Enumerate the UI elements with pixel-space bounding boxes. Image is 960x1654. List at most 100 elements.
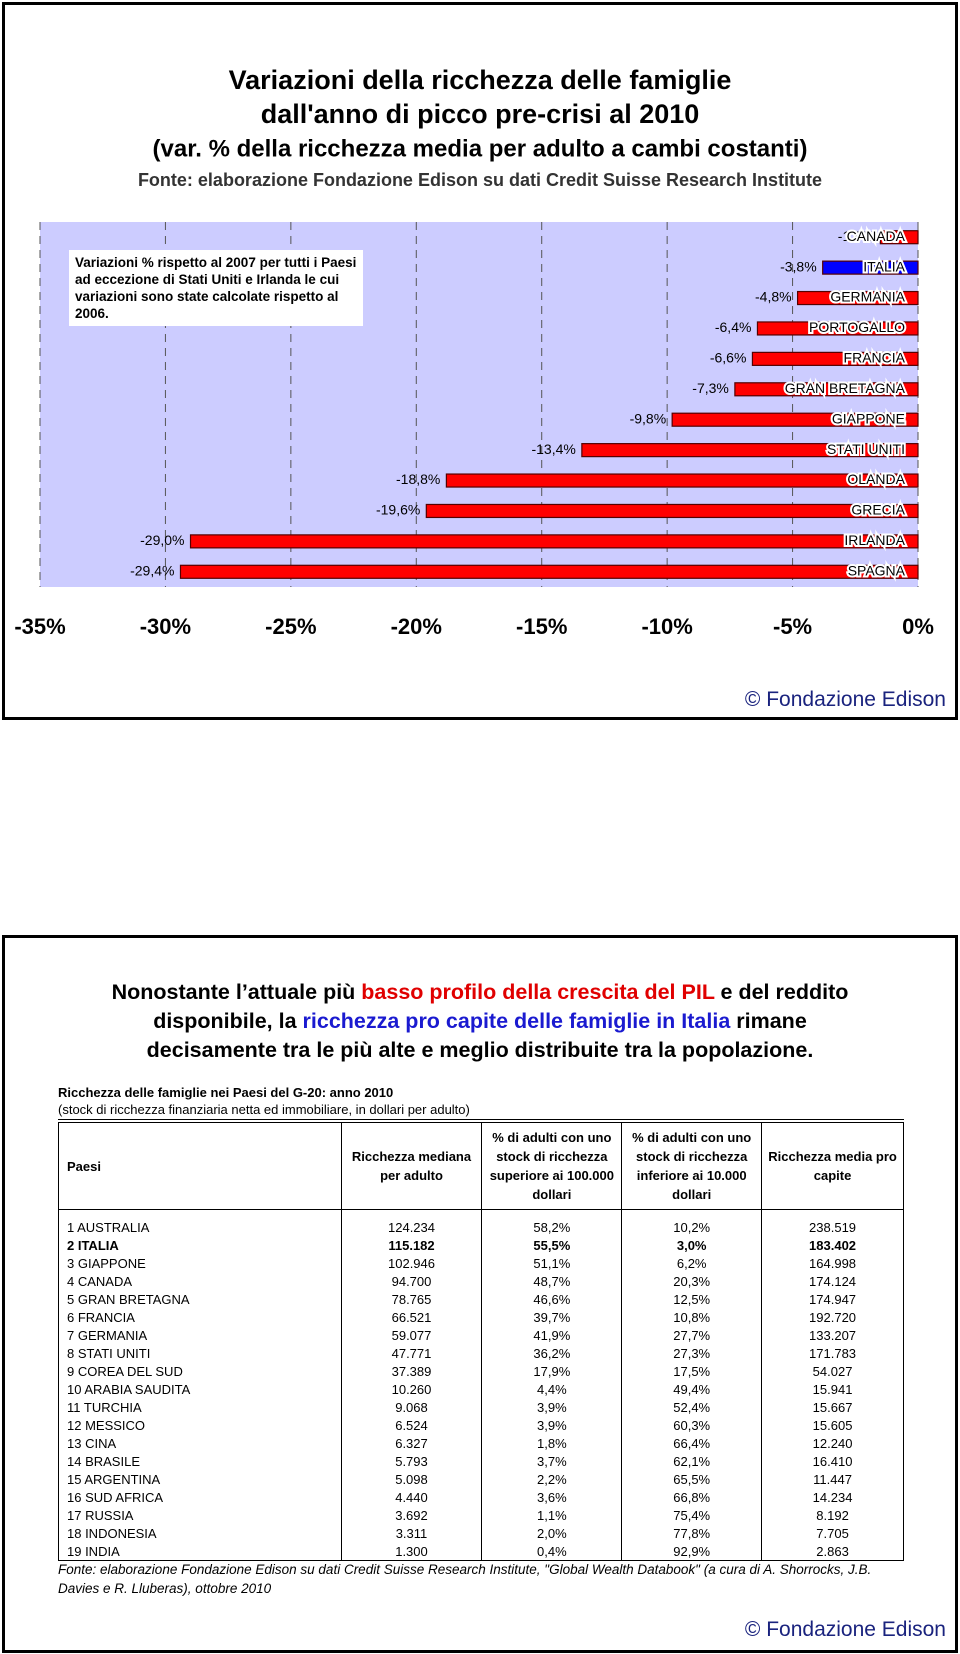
table-cell: 174.124 — [761, 1272, 904, 1290]
table-cell: 4,4% — [481, 1380, 622, 1398]
x-tick-label: -10% — [641, 614, 692, 639]
x-tick-label: -30% — [140, 614, 191, 639]
category-label: PORTOGALLO — [809, 319, 905, 335]
x-tick-label: -20% — [391, 614, 442, 639]
table-row: 11 TURCHIA 9.068 3,9% 52,4% 15.667 — [58, 1398, 904, 1416]
table-cell: 17,5% — [621, 1362, 762, 1380]
table-cell: 0,4% — [481, 1542, 622, 1561]
table-cell: 238.519 — [761, 1209, 904, 1236]
table-cell: 18 INDONESIA — [58, 1524, 342, 1542]
value-label: -29,0% — [140, 532, 184, 548]
bar — [445, 473, 919, 488]
category-label: GRAN BRETAGNA — [785, 380, 906, 396]
value-label: -1,5% — [838, 228, 875, 244]
chart-title: dall'anno di picco pre-crisi al 2010 — [261, 99, 700, 129]
x-tick-label: -15% — [516, 614, 567, 639]
table-cell: 16.410 — [761, 1452, 904, 1470]
table-cell: 1.300 — [340, 1542, 482, 1561]
table-row: 5 GRAN BRETAGNA 78.765 46,6% 12,5% 174.947 — [58, 1290, 904, 1308]
value-label: -18,8% — [396, 471, 440, 487]
table-cell: 1,8% — [481, 1434, 622, 1452]
bar — [734, 382, 919, 397]
table-row: 18 INDONESIA 3.311 2,0% 77,8% 7.705 — [58, 1524, 904, 1542]
table-row: 16 SUD AFRICA 4.440 3,6% 66,8% 14.234 — [58, 1488, 904, 1506]
heading-text: e del reddito — [714, 980, 849, 1004]
table-cell: 5 GRAN BRETAGNA — [58, 1290, 342, 1308]
table-cell: 52,4% — [621, 1398, 762, 1416]
chart-title: (var. % della ricchezza media per adulto… — [153, 135, 808, 162]
table-cell: 15.941 — [761, 1380, 904, 1398]
table-cell: 65,5% — [621, 1470, 762, 1488]
table-cell: 3,9% — [481, 1398, 622, 1416]
chart: Variazioni della ricchezza delle famigli… — [14, 65, 934, 639]
wealth-table: Paesi Ricchezza mediana per adulto% di ad… — [58, 1119, 904, 1561]
table-cell: 12,5% — [621, 1290, 762, 1308]
table-cell: 75,4% — [621, 1506, 762, 1524]
table-cell: 19 INDIA — [58, 1542, 342, 1561]
table-cell: 10.260 — [340, 1380, 482, 1398]
table-cell: 59.077 — [340, 1326, 482, 1344]
category-label: GIAPPONE — [832, 410, 905, 426]
table-cell: 5.793 — [340, 1452, 482, 1470]
table-cell: 66.521 — [340, 1308, 482, 1326]
heading-text: rimane — [730, 1009, 807, 1033]
table-row: 2 ITALIA 115.182 55,5% 3,0% 183.402 — [58, 1236, 904, 1254]
table-cell: 39,7% — [481, 1308, 622, 1326]
heading: Nonostante l’attuale più basso profilo d… — [0, 978, 960, 1065]
table-row: 9 COREA DEL SUD 37.389 17,9% 17,5% 54.027 — [58, 1362, 904, 1380]
table-row: 7 GERMANIA 59.077 41,9% 27,7% 133.207 — [58, 1326, 904, 1344]
bar — [879, 230, 919, 245]
table-cell: 78.765 — [340, 1290, 482, 1308]
table-subtitle: (stock di ricchezza finanziaria netta ed… — [58, 1102, 470, 1117]
table-row: 10 ARABIA SAUDITA 10.260 4,4% 49,4% 15.941 — [58, 1380, 904, 1398]
table-cell: 92,9% — [621, 1542, 762, 1561]
table-cell: 124.234 — [340, 1209, 482, 1236]
table-cell: 41,9% — [481, 1326, 622, 1344]
header-cell: Ricchezza mediana per adulto — [340, 1121, 482, 1210]
header-cell: % di adulti con uno stock di ricchezza i… — [621, 1121, 762, 1210]
table-cell: 3,7% — [481, 1452, 622, 1470]
bar — [425, 503, 919, 519]
bar — [671, 412, 919, 427]
table-row: 13 CINA 6.327 1,8% 66,4% 12.240 — [58, 1434, 904, 1452]
value-label: -6,4% — [715, 319, 752, 335]
table-cell: 14.234 — [761, 1488, 904, 1506]
table-cell: 47.771 — [340, 1344, 482, 1362]
table-cell: 94.700 — [340, 1272, 482, 1290]
table-row: 8 STATI UNITI 47.771 36,2% 27,3% 171.783 — [58, 1344, 904, 1362]
table-row: 15 ARGENTINA 5.098 2,2% 65,5% 11.447 — [58, 1470, 904, 1488]
category-label: IRLANDA — [844, 532, 905, 548]
table-cell: 77,8% — [621, 1524, 762, 1542]
table-cell: 15.605 — [761, 1416, 904, 1434]
table-cell: 3.311 — [340, 1524, 482, 1542]
table-cell: 6,2% — [621, 1254, 762, 1272]
table-cell: 174.947 — [761, 1290, 904, 1308]
x-tick-label: -5% — [773, 614, 812, 639]
value-label: -9,8% — [630, 410, 667, 426]
table-row: 14 BRASILE 5.793 3,7% 62,1% 16.410 — [58, 1452, 904, 1470]
table-cell: 60,3% — [621, 1416, 762, 1434]
table-row: 4 CANADA 94.700 48,7% 20,3% 174.124 — [58, 1272, 904, 1290]
table-cell: 164.998 — [761, 1254, 904, 1272]
table-cell: 13 CINA — [58, 1434, 342, 1452]
table-cell: 11 TURCHIA — [58, 1398, 342, 1416]
x-tick-label: -35% — [14, 614, 65, 639]
category-label: OLANDA — [847, 471, 905, 487]
table-row: 3 GIAPPONE 102.946 51,1% 6,2% 164.998 — [58, 1254, 904, 1272]
slide-1 — [2, 2, 958, 720]
category-label: FRANCIA — [844, 350, 906, 366]
table-cell: 8 STATI UNITI — [58, 1344, 342, 1362]
table-cell: 62,1% — [621, 1452, 762, 1470]
table-cell: 10 ARABIA SAUDITA — [58, 1380, 342, 1398]
table-cell: 9.068 — [340, 1398, 482, 1416]
value-label: -6,6% — [710, 350, 747, 366]
table-cell: 3,9% — [481, 1416, 622, 1434]
table-cell: 12.240 — [761, 1434, 904, 1452]
table-cell: 4.440 — [340, 1488, 482, 1506]
category-label: CANADA — [847, 228, 906, 244]
bar — [796, 290, 919, 306]
heading-text: Nonostante l’attuale più — [111, 980, 362, 1004]
chart-subtitle: Fonte: elaborazione Fondazione Edison su… — [138, 170, 822, 190]
category-label: GERMANIA — [830, 289, 905, 305]
